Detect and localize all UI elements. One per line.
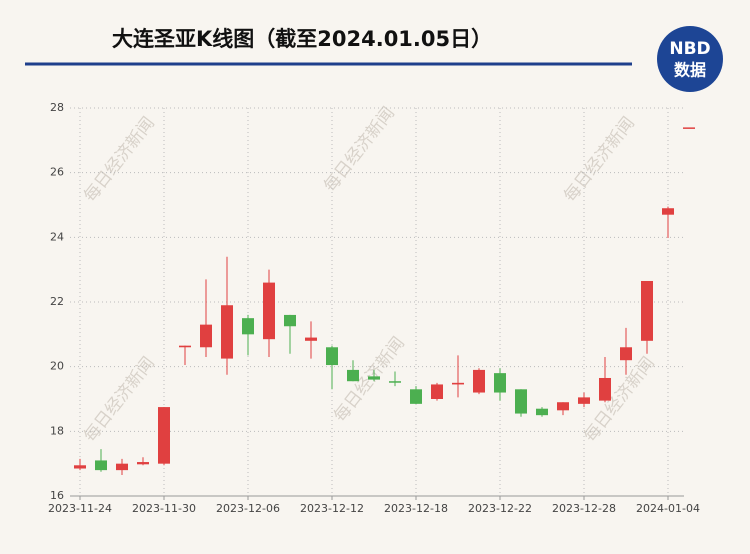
x-tick-label: 2023-12-06	[216, 502, 280, 515]
x-tick-label: 2024-01-04	[636, 502, 700, 515]
candle-body	[431, 384, 443, 399]
x-tick-label: 2023-12-12	[300, 502, 364, 515]
y-tick-label: 28	[50, 101, 64, 114]
chart-title: 大连圣亚K线图（截至2024.01.05日）	[112, 27, 492, 51]
candle-body	[494, 373, 506, 393]
candle-body	[683, 127, 695, 129]
candle-body	[620, 347, 632, 361]
candle-body	[74, 465, 86, 469]
y-tick-label: 16	[50, 489, 64, 502]
x-tick-label: 2023-12-22	[468, 502, 532, 515]
candle-body	[578, 397, 590, 404]
candle-body	[347, 369, 359, 382]
x-tick-label: 2023-11-30	[132, 502, 196, 515]
candle-body	[326, 347, 338, 366]
candle-body	[242, 318, 254, 335]
candle-body	[641, 280, 653, 341]
candle-body	[368, 376, 380, 380]
y-tick-label: 20	[50, 360, 64, 373]
y-tick-label: 26	[50, 166, 64, 179]
candle-body	[200, 324, 212, 348]
candle-body	[305, 337, 317, 341]
logo-bottom: 数据	[674, 61, 706, 80]
x-tick-label: 2023-12-18	[384, 502, 448, 515]
x-tick-label: 2023-11-24	[48, 502, 112, 515]
candle-body	[137, 462, 149, 465]
y-tick-label: 24	[50, 230, 64, 243]
x-tick-label: 2023-12-28	[552, 502, 616, 515]
candle-body	[95, 460, 107, 471]
candle-body	[179, 345, 191, 348]
candle-body	[452, 382, 464, 385]
y-tick-label: 18	[50, 424, 64, 437]
candle-body	[410, 389, 422, 404]
candle-body	[473, 369, 485, 393]
candle-body	[515, 389, 527, 414]
candle-body	[389, 381, 401, 383]
candle-body	[599, 377, 611, 401]
candle-body	[284, 314, 296, 327]
candle-body	[536, 408, 548, 416]
candle-body	[557, 402, 569, 411]
candle-body	[662, 208, 674, 215]
candle-body	[158, 407, 170, 464]
logo-top: NBD	[669, 39, 710, 59]
candle-body	[116, 463, 128, 471]
candle-body	[221, 305, 233, 359]
y-tick-label: 22	[50, 295, 64, 308]
candle-body	[263, 282, 275, 340]
logo	[657, 26, 723, 92]
